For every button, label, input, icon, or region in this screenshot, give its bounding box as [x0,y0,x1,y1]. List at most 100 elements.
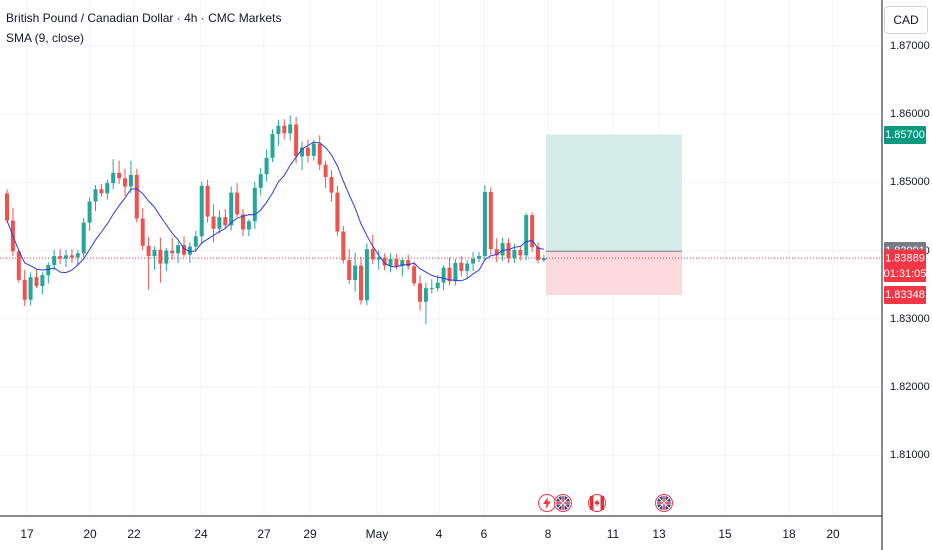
x-tick-label: 6 [480,527,488,541]
candle-body [276,125,281,134]
candle-body [488,191,493,250]
candle-body [294,124,299,157]
candle-body [99,189,104,194]
candle-body [412,266,417,284]
candle-body [246,221,251,230]
candle-body [258,174,263,188]
x-tick-label: 22 [127,527,141,541]
candle-body [217,217,222,229]
candle-body [199,185,204,237]
candle-body [52,256,57,265]
candle-body [128,174,133,187]
y-tick-label: 1.85000 [890,176,930,189]
candle-body [282,125,287,134]
candle-body [364,249,369,301]
candle-body [400,260,405,267]
candle-body [500,243,505,256]
candle-body [264,157,269,175]
x-tick-label: 17 [20,527,34,541]
candle-body [506,243,511,259]
y-tick-label: 1.86000 [890,108,930,121]
x-tick-label: 18 [782,527,796,541]
last-price-tag: 1.83889 [884,249,926,267]
candle-body [482,191,487,257]
y-tick-label: 1.82000 [890,381,930,393]
x-tick-label: 15 [718,527,732,541]
candle-body [329,176,334,193]
candle-body [211,216,216,229]
candle-body [305,147,310,156]
candle-body [146,245,151,257]
candle-body [40,275,45,287]
candle-body [530,215,535,248]
candle-body [477,256,481,259]
candle-body [317,143,322,165]
candle-body [235,192,240,215]
candle-body [170,250,175,254]
candle-body [300,147,304,157]
x-tick-label: 11 [606,527,620,541]
candle-body [323,164,328,177]
candle-body [140,218,145,246]
event-marker-canada[interactable] [588,494,606,512]
position-zones [0,134,882,296]
chart-title: British Pound / Canadian Dollar · 4h · C… [6,11,282,25]
candle-body [164,250,169,264]
candle-body [105,183,110,194]
x-tick-label: 27 [257,527,271,541]
candle-body [111,172,116,184]
candle-body [494,249,499,256]
candle-body [453,262,458,282]
x-tick-label: 20 [826,527,840,541]
candle-body [117,172,122,179]
candle-body [423,288,428,302]
candle-body [435,282,440,289]
currency-button[interactable]: CAD [884,6,928,34]
candle-body [64,255,68,259]
candle-body [158,249,163,264]
candle-body [5,193,9,221]
candle-body [81,222,86,254]
candle-body [134,174,139,219]
candle-body [152,249,157,257]
candle-body [28,277,33,300]
candle-body [270,133,275,158]
candle-body [93,189,98,202]
event-marker-uk[interactable] [554,494,572,512]
candle-body [58,256,63,259]
candle-body [518,249,523,256]
candle-body [22,279,27,300]
candle-body [429,288,434,290]
indicator-legend[interactable]: SMA (9, close) [6,31,85,45]
stop-price-tag: 1.83348 [884,286,926,305]
candle-body [471,258,476,264]
candle-body [335,192,340,232]
candle-body [16,251,21,280]
candle-body [359,265,363,301]
sma-line [6,141,544,282]
candle-body [288,124,293,134]
event-marker-uk-2[interactable] [655,494,673,512]
sma-line-layer [6,141,544,282]
candle-body [512,249,517,259]
y-tick-label: 1.81000 [890,449,930,462]
candle-body [353,265,358,280]
candle-body [382,257,387,266]
canada-flag-icon [590,496,604,510]
candle-body [123,178,127,187]
candle-body [46,264,51,276]
lightning-icon [543,497,551,509]
candle-body [347,260,352,280]
candle-body [447,267,452,282]
candle-body [229,192,234,226]
bar-countdown-tag: 01:31:05 [883,266,927,283]
candle-body [69,255,74,258]
candle-body [241,214,245,230]
candle-body [187,246,192,255]
x-tick-label: 29 [303,527,317,541]
candle-body [536,247,540,261]
candle-body [193,236,198,247]
uk-flag-icon [657,496,671,510]
profit-zone [546,134,682,252]
